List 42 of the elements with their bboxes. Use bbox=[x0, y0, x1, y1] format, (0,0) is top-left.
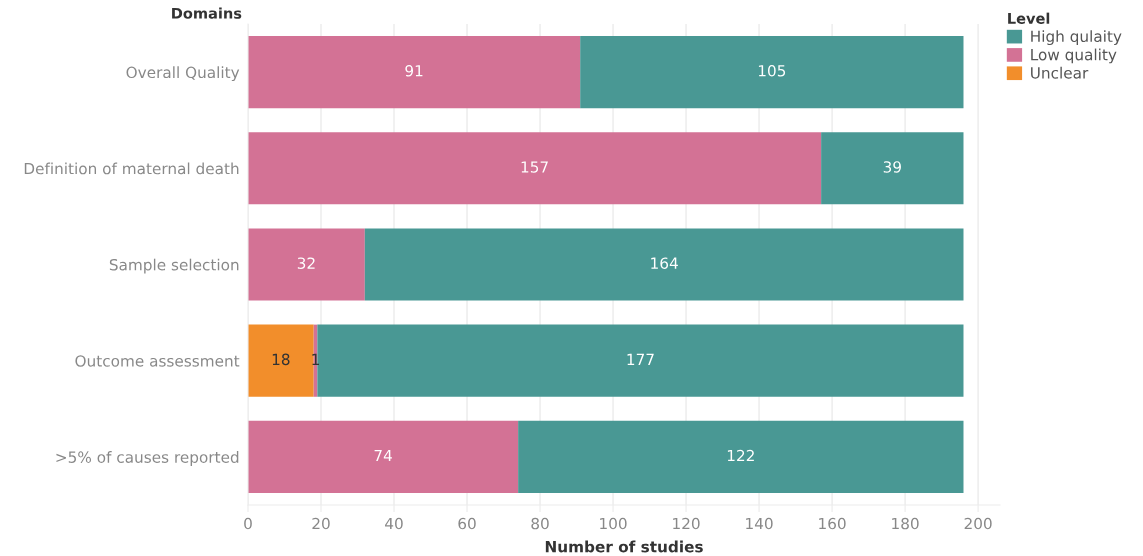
x-tick-label: 140 bbox=[746, 517, 773, 530]
bar bbox=[248, 420, 519, 493]
x-tick-label: 80 bbox=[531, 517, 549, 530]
x-tick-label: 100 bbox=[600, 517, 627, 530]
y-tick-label: Definition of maternal death bbox=[24, 162, 239, 175]
data-label: 32 bbox=[297, 257, 315, 269]
y-tick-label: Sample selection bbox=[109, 258, 239, 274]
y-tick-label: Overall Quality bbox=[126, 66, 240, 82]
data-label: 105 bbox=[758, 64, 786, 77]
bar bbox=[248, 36, 581, 109]
data-label: 18 bbox=[272, 353, 290, 366]
data-label: 74 bbox=[374, 449, 392, 462]
x-tick-label: 120 bbox=[673, 517, 700, 530]
x-tick-label: 40 bbox=[385, 517, 403, 530]
x-axis-title: Number of studies bbox=[545, 540, 703, 553]
x-tick-label: 160 bbox=[819, 517, 846, 530]
legend-label: High qulaity bbox=[1031, 30, 1122, 46]
bar bbox=[518, 420, 964, 493]
legend-title: Level bbox=[1008, 12, 1050, 24]
x-tick-label: 60 bbox=[458, 517, 476, 530]
data-label: 164 bbox=[651, 257, 678, 269]
data-label: 91 bbox=[405, 64, 423, 77]
y-tick-label: >5% of causes reported bbox=[56, 451, 239, 466]
bar bbox=[580, 36, 964, 109]
bar bbox=[248, 132, 822, 205]
bar bbox=[364, 228, 964, 301]
y-tick-label: Outcome assessment bbox=[75, 355, 240, 367]
x-tick-label: 180 bbox=[892, 517, 919, 530]
data-label: 157 bbox=[521, 161, 548, 173]
x-tick-label: 200 bbox=[964, 517, 992, 530]
data-label: 39 bbox=[883, 161, 901, 173]
data-label: 177 bbox=[627, 353, 654, 365]
data-label: 122 bbox=[727, 449, 754, 462]
x-tick-label: 20 bbox=[312, 517, 330, 530]
bar bbox=[317, 324, 964, 397]
y-axis-title: Domains bbox=[172, 7, 242, 19]
legend-label: Unclear bbox=[1031, 66, 1089, 79]
bar bbox=[248, 324, 314, 397]
bar bbox=[248, 228, 365, 301]
x-tick-label: 0 bbox=[244, 517, 252, 530]
bar bbox=[821, 132, 964, 205]
legend-label: Low quality bbox=[1031, 48, 1117, 64]
